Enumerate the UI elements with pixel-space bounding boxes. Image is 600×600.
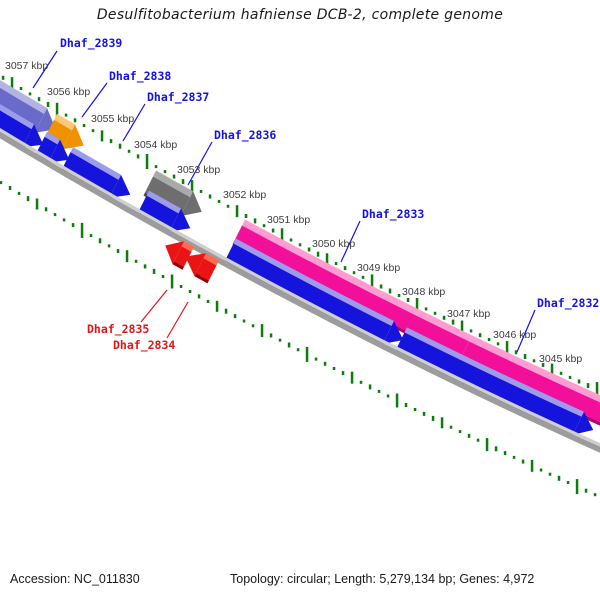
gene-arrow-Dhaf_2834-rev[interactable] xyxy=(185,253,219,284)
position-label-3047-kbp: 3047 kbp xyxy=(447,308,490,320)
position-label-3057-kbp: 3057 kbp xyxy=(5,60,48,72)
position-label-3049-kbp: 3049 kbp xyxy=(357,262,400,274)
gene-arrow-Dhaf_2835-rev[interactable] xyxy=(165,241,194,270)
position-label-3048-kbp: 3048 kbp xyxy=(402,286,445,298)
position-label-3056-kbp: 3056 kbp xyxy=(47,86,90,98)
gene-label-Dhaf_2837[interactable]: Dhaf_2837 xyxy=(147,90,209,105)
position-label-3046-kbp: 3046 kbp xyxy=(493,329,536,341)
gene-label-Dhaf_2834[interactable]: Dhaf_2834 xyxy=(113,338,175,353)
accession-text: Accession: NC_011830 xyxy=(10,572,140,586)
gene-label-Dhaf_2832[interactable]: Dhaf_2832 xyxy=(537,296,599,311)
position-label-3053-kbp: 3053 kbp xyxy=(177,164,220,176)
position-label-3052-kbp: 3052 kbp xyxy=(223,189,266,201)
gene-label-Dhaf_2838[interactable]: Dhaf_2838 xyxy=(109,69,171,84)
position-label-3045-kbp: 3045 kbp xyxy=(539,353,582,365)
gc-ticks-inner xyxy=(0,181,597,497)
gene-label-Dhaf_2833[interactable]: Dhaf_2833 xyxy=(362,207,424,222)
topology-text: Topology: circular; Length: 5,279,134 bp… xyxy=(230,572,535,586)
gene-label-Dhaf_2839[interactable]: Dhaf_2839 xyxy=(60,36,122,51)
genome-title: Desulfitobacterium hafniense DCB-2, comp… xyxy=(96,7,504,23)
genome-backbone xyxy=(0,127,600,453)
label-leader-lines xyxy=(32,50,536,353)
gene-label-Dhaf_2836[interactable]: Dhaf_2836 xyxy=(214,128,276,143)
position-label-3050-kbp: 3050 kbp xyxy=(312,238,355,250)
gene-label-Dhaf_2835[interactable]: Dhaf_2835 xyxy=(87,322,149,337)
gc-ticks-outer xyxy=(1,75,599,398)
position-label-3051-kbp: 3051 kbp xyxy=(267,214,310,226)
position-label-3055-kbp: 3055 kbp xyxy=(91,113,134,125)
position-label-3054-kbp: 3054 kbp xyxy=(134,139,177,151)
